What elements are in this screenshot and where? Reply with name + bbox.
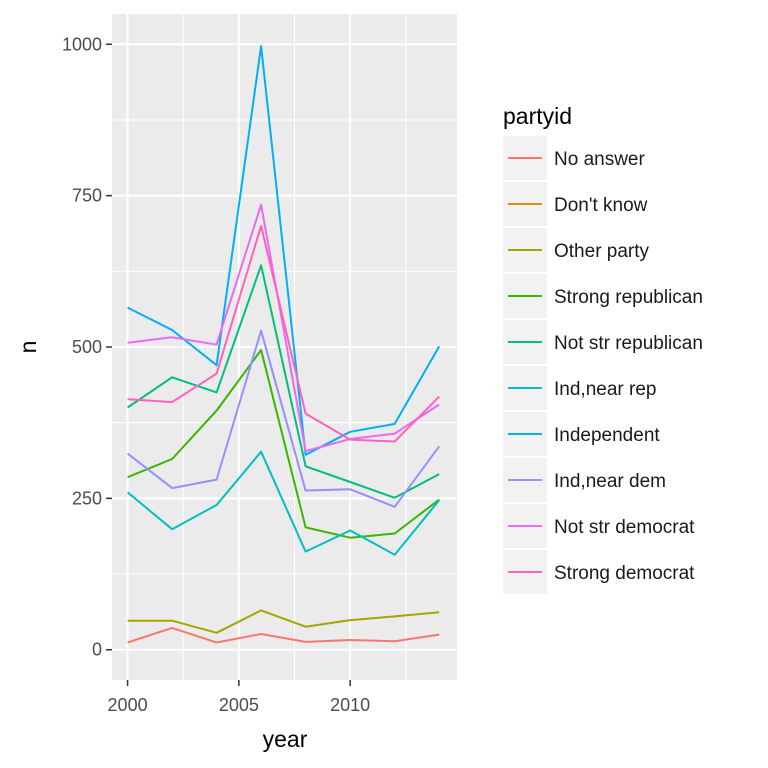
y-tick-label: 250 xyxy=(72,488,102,508)
legend-item: No answer xyxy=(503,136,645,180)
legend-item: Independent xyxy=(503,412,660,456)
series-line xyxy=(127,203,440,453)
legend-item: Strong republican xyxy=(503,274,703,318)
series-line xyxy=(127,609,440,634)
series-line xyxy=(127,224,440,443)
y-tick-label: 0 xyxy=(92,640,102,660)
legend-label: Ind,near rep xyxy=(554,379,656,400)
x-tick-label: 2000 xyxy=(108,695,148,715)
series-lines xyxy=(126,45,441,644)
legend-label: Don't know xyxy=(554,195,648,216)
legend-item: Don't know xyxy=(503,182,648,226)
legend-label: Other party xyxy=(554,241,650,262)
legend: partyid No answer Don't know Other party St… xyxy=(503,103,703,594)
series-line xyxy=(127,349,440,539)
legend-item: Ind,near dem xyxy=(503,458,666,502)
legend-label: Independent xyxy=(554,425,660,446)
legend-label: Strong democrat xyxy=(554,563,695,584)
legend-label: Not str republican xyxy=(554,333,703,354)
x-tick-label: 2010 xyxy=(330,695,370,715)
legend-label: Strong republican xyxy=(554,287,703,308)
series-line xyxy=(126,329,441,508)
legend-item: Not str democrat xyxy=(503,504,695,548)
legend-label: Not str democrat xyxy=(554,517,695,538)
series-line xyxy=(127,45,441,456)
y-tick-label: 750 xyxy=(72,186,102,206)
legend-label: No answer xyxy=(554,149,645,170)
legend-label: Ind,near dem xyxy=(554,471,666,492)
grid-major xyxy=(112,14,457,680)
legend-title: partyid xyxy=(503,103,572,129)
legend-item: Ind,near rep xyxy=(503,366,656,410)
x-tick-label: 2005 xyxy=(219,695,259,715)
y-axis: 0 250 500 750 1000 xyxy=(62,34,112,660)
series-line xyxy=(127,626,440,644)
x-axis: 2000 2005 2010 xyxy=(108,680,370,715)
x-axis-title: year xyxy=(263,726,308,752)
series-line xyxy=(126,450,440,556)
y-tick-label: 500 xyxy=(72,337,102,357)
legend-item: Other party xyxy=(503,228,650,272)
legend-item: Not str republican xyxy=(503,320,703,364)
y-tick-label: 1000 xyxy=(62,34,102,54)
y-axis-title: n xyxy=(15,341,41,354)
series-line xyxy=(127,264,440,499)
legend-item: Strong democrat xyxy=(503,550,695,594)
